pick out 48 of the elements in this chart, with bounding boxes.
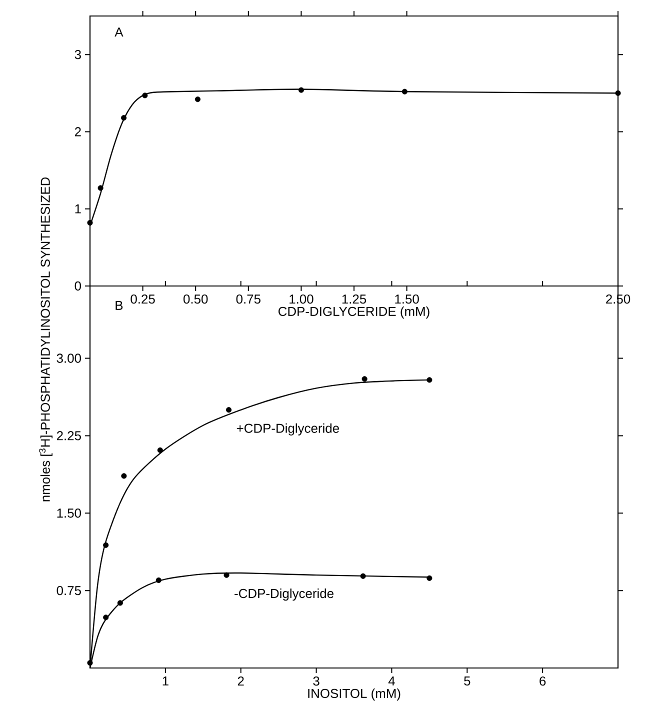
point [103, 614, 109, 620]
x-tick-label: 0.75 [236, 294, 260, 304]
point [98, 185, 104, 191]
y-tick-label: 0 [74, 281, 81, 291]
point [224, 572, 230, 578]
y-axis-title: nmoles [$^{3}$H]-PHOSPHATIDYLINOSITOL SYNTHESIZED [39, 177, 52, 502]
x-tick-label: 1 [162, 676, 168, 686]
point [362, 376, 368, 382]
y-tick-label: 0.75 [56, 586, 81, 596]
x-tick-label: 1.00 [290, 294, 314, 304]
point [121, 115, 127, 121]
y-tick-label: 1 [75, 204, 81, 214]
y-tick-label: 2 [74, 127, 81, 136]
series-label: +CDP-Diglyceride [236, 423, 339, 436]
annotation: B [116, 300, 123, 310]
point [156, 577, 162, 584]
x-tick-label: 0.50 [184, 294, 208, 304]
point [87, 660, 93, 666]
point [117, 600, 123, 606]
x-tick-label: 2 [238, 676, 244, 686]
annotation: A [114, 28, 124, 37]
y-tick-label: 1.50 [57, 508, 81, 518]
x-tick-label: 0.25 [130, 294, 155, 304]
point [157, 447, 163, 453]
point [87, 220, 93, 226]
x-tick-label: 1.25 [342, 294, 366, 304]
y-tick-label: 3.00 [56, 354, 81, 363]
point [194, 96, 201, 102]
x-tick-label: 6 [540, 676, 546, 686]
point [615, 90, 621, 96]
point [360, 573, 366, 579]
x-tick-label: 5 [464, 676, 470, 686]
x-tick-label: 3 [313, 676, 320, 686]
point [142, 92, 148, 98]
x-axis-title: INOSITOL (mM) [308, 688, 400, 701]
point [121, 473, 127, 479]
point [402, 88, 408, 94]
series-label: -CDP-Diglyceride [234, 588, 334, 601]
x-tick-label: 4 [388, 676, 395, 686]
y-tick-label: 3 [74, 50, 81, 60]
x-axis-title: CDP-DIGLYCERIDE (mM) [278, 306, 430, 319]
point [426, 377, 432, 383]
point [426, 575, 432, 581]
y-tick-label: 2.25 [56, 431, 81, 440]
point [103, 542, 109, 548]
point [298, 87, 304, 93]
x-tick-label: 1.50 [395, 294, 419, 304]
point [226, 407, 232, 413]
